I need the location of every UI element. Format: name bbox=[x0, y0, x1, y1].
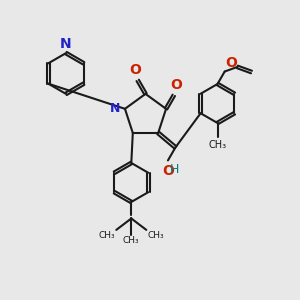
Text: N: N bbox=[110, 102, 121, 115]
Text: CH₃: CH₃ bbox=[148, 231, 164, 240]
Text: H: H bbox=[170, 164, 179, 176]
Text: CH₃: CH₃ bbox=[98, 231, 115, 240]
Text: O: O bbox=[163, 164, 175, 178]
Text: CH₃: CH₃ bbox=[208, 140, 226, 150]
Text: N: N bbox=[60, 37, 72, 51]
Text: O: O bbox=[170, 78, 182, 92]
Text: CH₃: CH₃ bbox=[123, 236, 140, 245]
Text: O: O bbox=[225, 56, 237, 70]
Text: O: O bbox=[129, 63, 141, 77]
